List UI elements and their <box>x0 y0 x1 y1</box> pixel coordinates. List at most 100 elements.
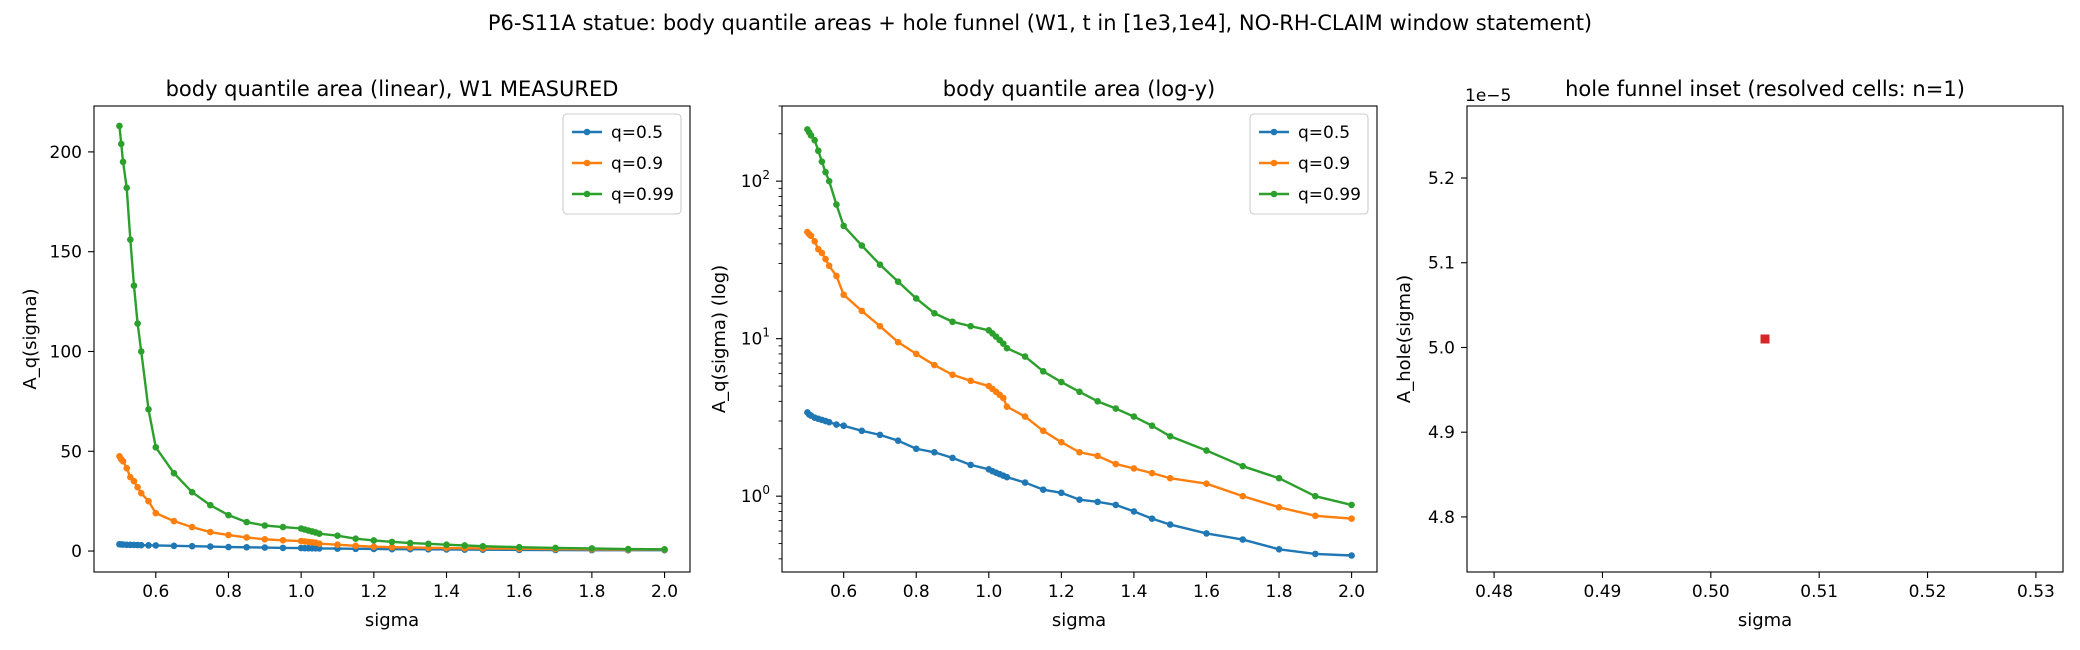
data-point <box>588 545 596 552</box>
data-point <box>134 320 141 327</box>
data-point <box>279 536 287 544</box>
data-point <box>206 543 214 550</box>
data-point <box>123 184 131 192</box>
data-point <box>807 232 815 240</box>
data-point <box>1275 503 1283 511</box>
data-point <box>119 457 127 465</box>
legend-entry-label: q=0.9 <box>1298 154 1350 174</box>
data-point <box>117 140 125 148</box>
chart-title: body quantile area (log-y) <box>943 77 1215 101</box>
x-tick-label: 0.50 <box>1692 582 1730 602</box>
data-point <box>1275 474 1283 482</box>
y-tick-label: 101 <box>741 326 770 350</box>
data-point <box>137 348 145 355</box>
data-point <box>119 158 127 166</box>
x-tick-label: 1.0 <box>975 582 1002 602</box>
data-point <box>1348 501 1355 509</box>
data-point <box>894 338 902 346</box>
x-tick-label: 1.0 <box>288 582 315 602</box>
data-point <box>967 322 974 330</box>
data-point <box>370 543 378 550</box>
data-point <box>316 545 323 552</box>
data-point <box>833 201 840 208</box>
figure-suptitle: P6-S11A statue: body quantile areas + ho… <box>488 11 1592 35</box>
data-point <box>243 534 250 541</box>
y-tick-label: 150 <box>50 243 82 263</box>
data-point <box>1166 432 1174 440</box>
data-point <box>1094 398 1101 405</box>
panel-linear: 0.6 0.8 1.0 1.2 1.4 1.6 1.8 2.0 0 50 100 150 200 bod… <box>20 77 691 631</box>
data-point <box>1021 413 1029 420</box>
data-point <box>822 168 829 176</box>
data-point <box>1312 512 1319 520</box>
data-point <box>1130 508 1138 515</box>
data-point <box>1039 368 1047 375</box>
hole-point <box>1760 334 1770 344</box>
data-point <box>170 517 178 525</box>
data-point <box>1058 438 1065 446</box>
data-point <box>1130 413 1138 420</box>
data-point <box>840 422 847 430</box>
data-point <box>1003 344 1011 352</box>
y-tick-label: 5.0 <box>1428 338 1455 358</box>
series-lines <box>804 126 1355 559</box>
data-point <box>137 541 145 549</box>
data-point <box>840 222 847 230</box>
data-point <box>818 158 826 165</box>
y-tick-label: 4.9 <box>1428 423 1455 443</box>
panel-hole: 0.48 0.49 0.50 0.51 0.52 0.534.84.95.05.15.2 … <box>1394 77 2064 631</box>
data-point <box>225 543 232 551</box>
x-tick-label: 0.6 <box>830 582 857 602</box>
data-point <box>552 544 559 552</box>
data-point <box>170 469 178 477</box>
x-tick-label: 0.6 <box>142 582 169 602</box>
axes-frame <box>781 105 1378 573</box>
data-point <box>152 542 160 549</box>
y-tick-label: 200 <box>50 143 82 163</box>
y-tick-label: 5.2 <box>1428 169 1455 189</box>
legend-marker <box>1270 190 1278 198</box>
chart-title: body quantile area (linear), W1 MEASURED <box>166 77 619 101</box>
data-point <box>1130 465 1138 472</box>
data-point <box>479 542 487 550</box>
data-point <box>1148 469 1156 477</box>
data-point <box>1275 545 1283 553</box>
x-axis-label: sigma <box>365 610 419 631</box>
data-point <box>1312 492 1319 500</box>
y-tick-label: 50 <box>60 442 82 462</box>
legend-entry-label: q=0.9 <box>611 154 663 174</box>
data-point <box>1148 515 1156 522</box>
axis-ticks: 0.6 0.8 1.0 1.2 1.4 1.6 1.8 2.0 100 101 102 <box>741 105 1365 602</box>
x-tick-label: 2.0 <box>1338 582 1365 602</box>
legend-frame <box>1249 113 1369 215</box>
data-point <box>1021 353 1029 360</box>
series-lines <box>116 122 668 554</box>
data-point <box>127 236 134 244</box>
data-point <box>1239 536 1247 543</box>
chart-title: hole funnel inset (resolved cells: n=1) <box>1565 77 1965 101</box>
data-point <box>206 501 214 509</box>
data-point <box>1021 479 1029 486</box>
data-point <box>1058 489 1065 497</box>
x-tick-label: 1.6 <box>1193 582 1220 602</box>
data-point <box>912 295 920 302</box>
legend-marker <box>583 159 591 167</box>
data-point <box>949 318 956 326</box>
data-point <box>1094 498 1101 506</box>
data-point <box>515 543 523 551</box>
legend-entry-label: q=0.99 <box>1298 185 1361 205</box>
data-point <box>967 461 974 469</box>
data-point <box>1348 515 1355 522</box>
data-point <box>225 511 232 519</box>
data-point <box>1348 552 1355 559</box>
data-point <box>1148 422 1156 430</box>
data-point <box>1166 474 1174 482</box>
data-point <box>1058 378 1065 386</box>
data-point <box>261 522 269 529</box>
data-point <box>461 542 468 549</box>
data-point <box>188 523 196 531</box>
y-tick-label: 102 <box>741 168 770 192</box>
data-point <box>1076 448 1083 456</box>
data-point <box>949 454 956 462</box>
x-tick-label: 1.6 <box>506 582 533 602</box>
